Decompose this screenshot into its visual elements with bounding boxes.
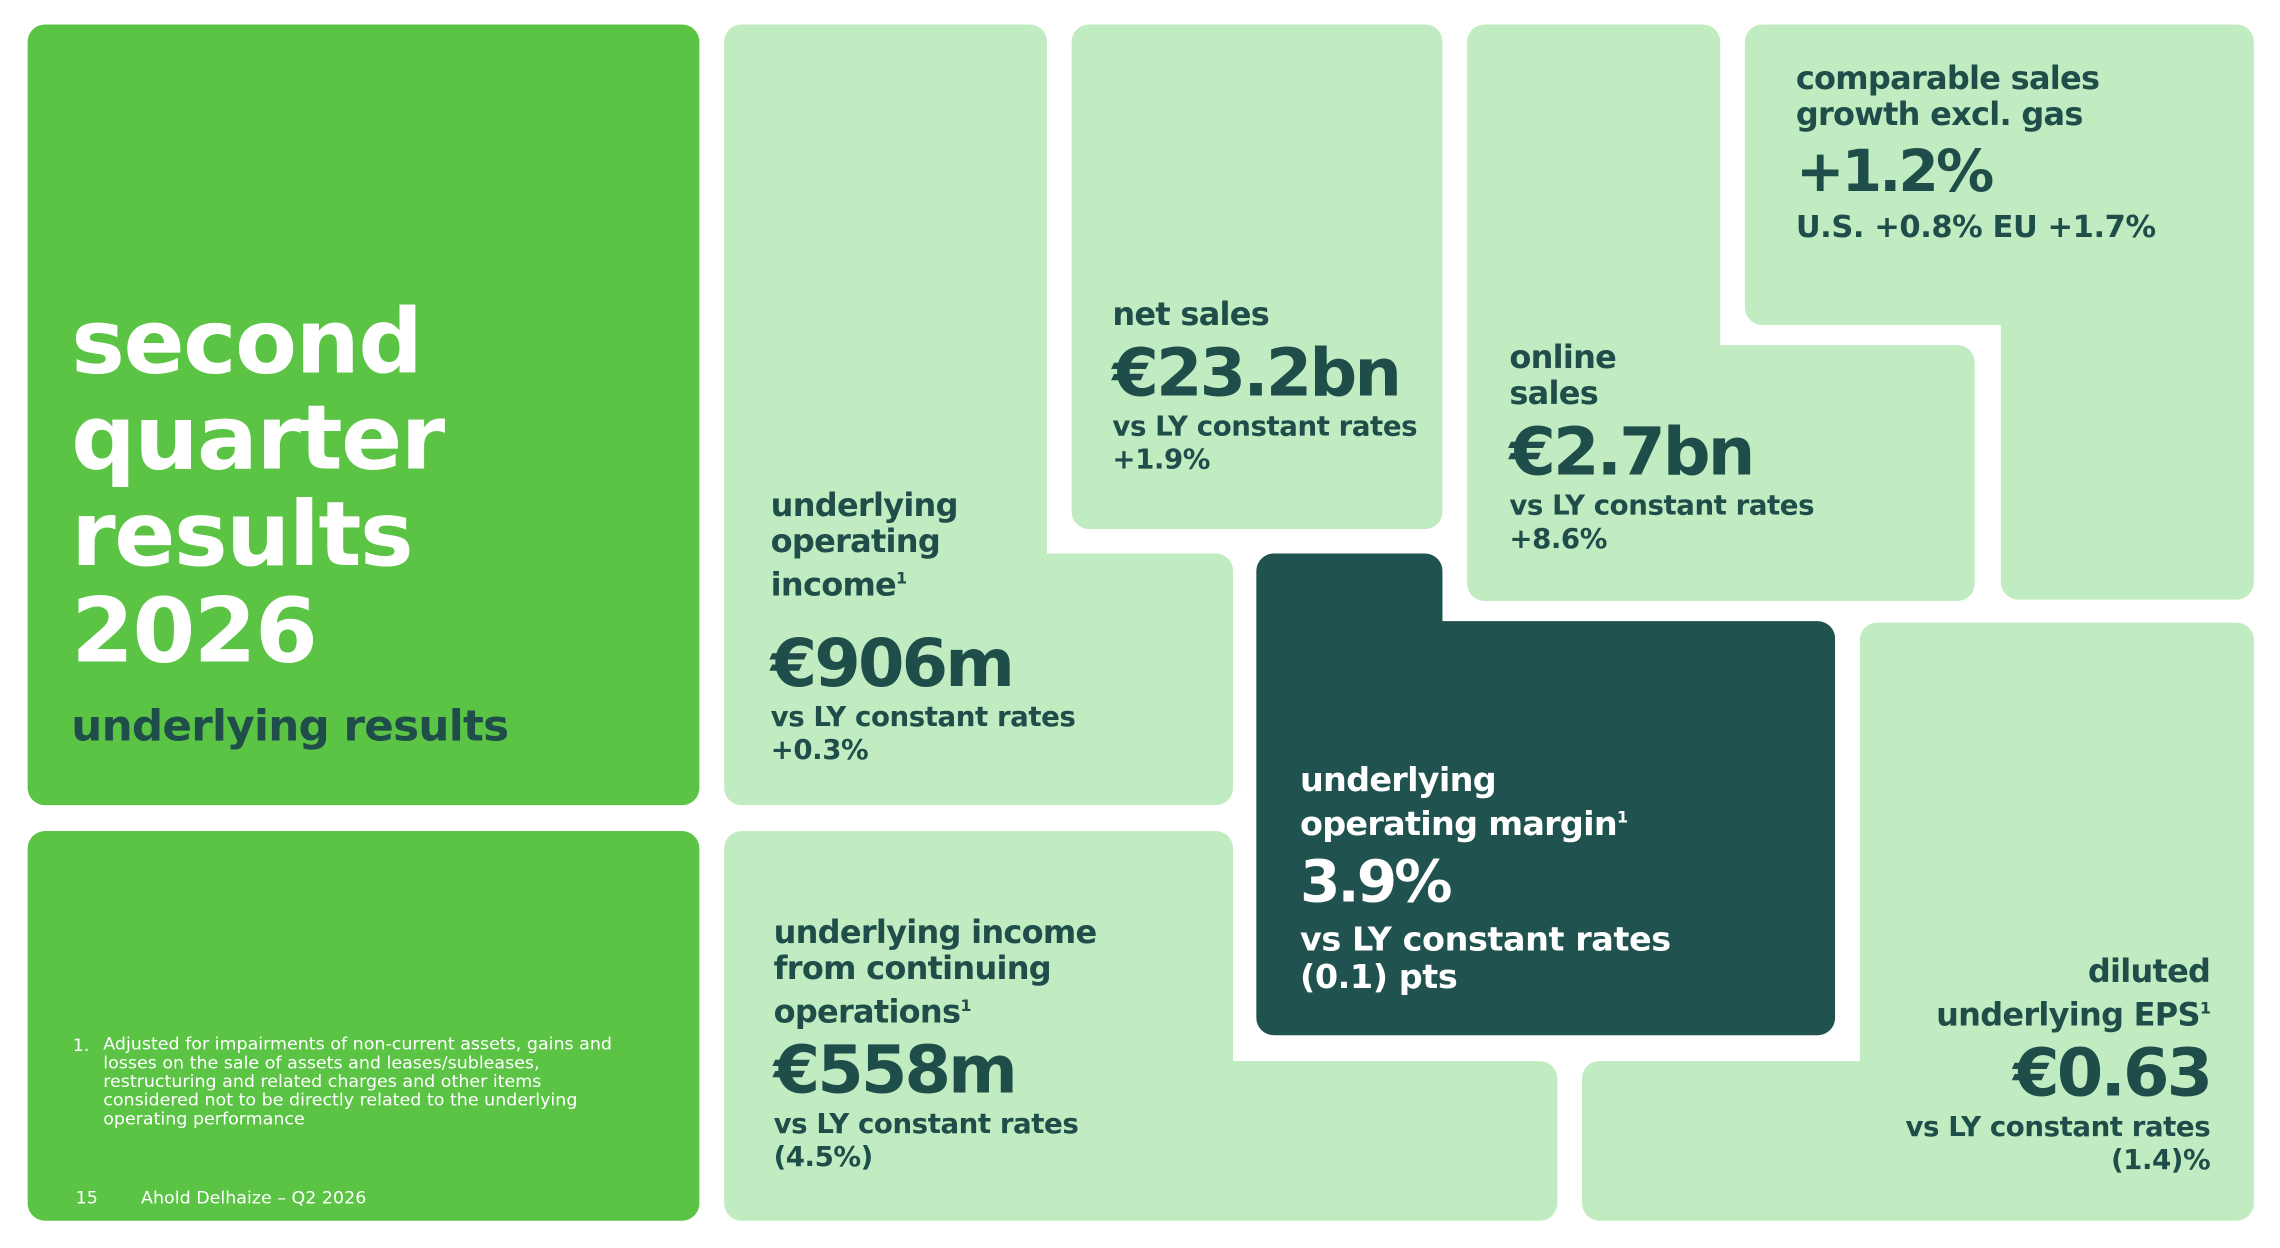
tile [1071, 24, 1443, 530]
kpi-change: +0.3% [770, 735, 869, 767]
kpi-label: underlying [1299, 762, 1497, 800]
title-line: 2026 [71, 577, 318, 683]
kpi: underlying operating income1 €906m vs LY con… [771, 489, 1076, 768]
tile [724, 831, 1558, 1221]
kpi: diluted underlying EPS1 €0.63 vs LY constan… [1905, 954, 2213, 1178]
kpi-label: sales [1509, 376, 1599, 413]
kpi-value: 3.9% [1299, 849, 1453, 916]
kpi-change: +8.6% [1509, 523, 1607, 555]
kpi: underlying income from continuing operatio… [773, 915, 1098, 1175]
kpi-label: growth excl. gas [1795, 97, 2084, 134]
kpi-change: U.S. +0.8% EU +1.7% [1795, 209, 2156, 245]
kpi-value: €906m [770, 624, 1015, 703]
kpi: net sales €23.2bn vs LY constant rates +1.9… [1112, 298, 1417, 478]
kpi-value: €0.63 [2013, 1034, 2213, 1112]
title-tile [27, 24, 700, 806]
kpi-change: (4.5%) [773, 1142, 874, 1174]
footnote-number: 1. [72, 1035, 90, 1056]
kpi-comparison: vs LY constant rates [1112, 411, 1418, 443]
tile [724, 24, 1234, 806]
tile [1467, 24, 1975, 602]
kpi-label: diluted [2087, 954, 2211, 991]
kpi: underlying operating margin1 3.9% vs LY con… [1299, 762, 1671, 996]
kpi-comparison: vs LY constant rates [1299, 921, 1671, 959]
kpi-comparison: vs LY constant rates [1905, 1111, 2211, 1144]
footer-source: Ahold Delhaize – Q2 2026 [141, 1187, 367, 1208]
kpi-value: €23.2bn [1112, 333, 1402, 412]
kpi-label: comparable sales [1795, 61, 2100, 98]
page-number: 15 [75, 1187, 98, 1208]
kpi-value: +1.2% [1795, 139, 1994, 206]
footnote-ref: 1 [1616, 808, 1628, 827]
kpi-value: €558m [773, 1031, 1018, 1110]
kpi-label: underlying EPS1 [1936, 998, 2211, 1035]
kpi-value: €2.7bn [1509, 412, 1755, 491]
tile [1582, 622, 2254, 1221]
footnote-ref: 1 [2199, 999, 2211, 1018]
kpi-label: underlying [770, 488, 959, 525]
tile [1744, 24, 2254, 600]
kpi-label: operations1 [773, 995, 972, 1032]
kpi: comparable sales growth excl. gas +1.2% U.S… [1796, 62, 2156, 245]
kpi-label: underlying income [773, 915, 1098, 952]
footnote-text: Adjusted for impairments of non-current … [103, 1033, 613, 1129]
kpi-comparison: vs LY constant rates [770, 702, 1076, 734]
title-line: results [71, 481, 413, 587]
footnote-ref: 1 [896, 569, 907, 589]
kpi-label: net sales [1112, 297, 1270, 334]
title-line: quarter [71, 385, 445, 491]
kpi-change: +1.9% [1112, 444, 1210, 476]
subtitle: underlying results [71, 701, 509, 752]
kpi-comparison: vs LY constant rates [773, 1109, 1079, 1141]
title-line: second [71, 288, 423, 394]
kpi-change: (0.1) pts [1299, 958, 1458, 996]
footnote-tile [27, 831, 700, 1221]
kpi-label: income1 [770, 568, 907, 605]
tile [1256, 553, 1836, 1036]
kpi-label: operating margin1 [1299, 806, 1628, 844]
kpi: online sales €2.7bn vs LY constant rates +8.… [1509, 341, 1814, 557]
footnote-ref: 1 [960, 996, 971, 1016]
title: second quarter results 2026 [71, 288, 445, 683]
kpi-change: (1.4)% [2110, 1144, 2211, 1177]
kpi-label: operating [770, 524, 941, 561]
kpi-label: from continuing [773, 951, 1052, 988]
kpi-comparison: vs LY constant rates [1509, 490, 1815, 522]
kpi-label: online [1509, 340, 1617, 377]
